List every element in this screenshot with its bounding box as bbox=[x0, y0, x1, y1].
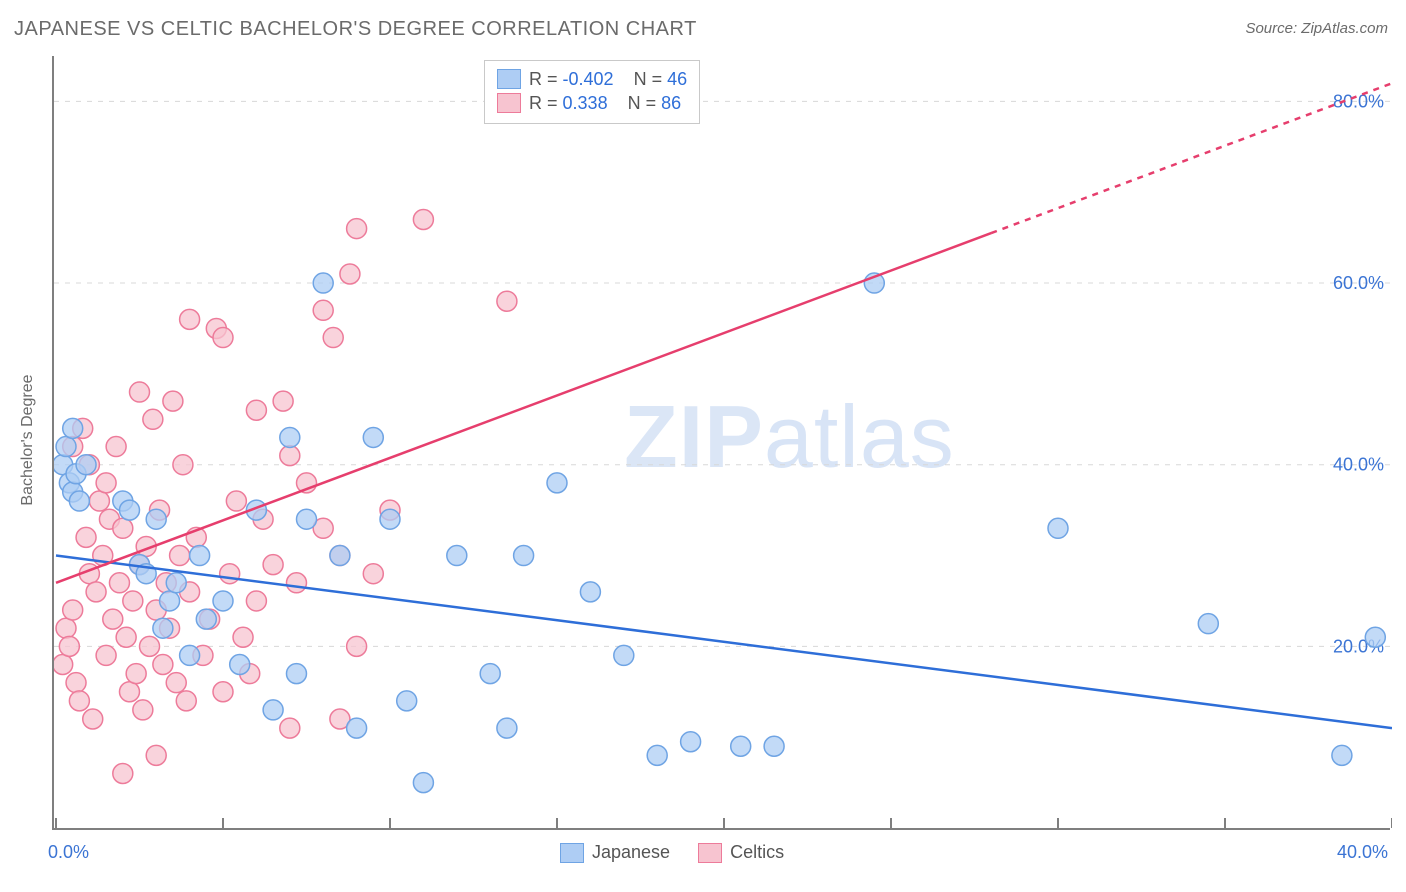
legend-swatch-japanese bbox=[497, 69, 521, 89]
legend-row-japanese: R = -0.402 N = 46 bbox=[497, 67, 687, 91]
legend-row-celtics: R = 0.338 N = 86 bbox=[497, 91, 687, 115]
legend-item-celtics: Celtics bbox=[698, 842, 784, 863]
x-axis-label-max: 40.0% bbox=[1337, 842, 1388, 863]
svg-text:60.0%: 60.0% bbox=[1333, 273, 1384, 293]
legend-label-celtics: Celtics bbox=[730, 842, 784, 863]
x-axis-label-min: 0.0% bbox=[48, 842, 89, 863]
chart-frame: JAPANESE VS CELTIC BACHELOR'S DEGREE COR… bbox=[0, 0, 1406, 892]
chart-title: JAPANESE VS CELTIC BACHELOR'S DEGREE COR… bbox=[14, 18, 697, 41]
legend-text-celtics: R = 0.338 N = 86 bbox=[529, 91, 681, 115]
legend-label-japanese: Japanese bbox=[592, 842, 670, 863]
legend-swatch-celtics bbox=[497, 93, 521, 113]
legend-series: Japanese Celtics bbox=[560, 842, 784, 863]
legend-text-japanese: R = -0.402 N = 46 bbox=[529, 67, 687, 91]
legend-swatch-celtics-icon bbox=[698, 843, 722, 863]
legend-swatch-japanese-icon bbox=[560, 843, 584, 863]
legend-correlation: R = -0.402 N = 46 R = 0.338 N = 86 bbox=[484, 60, 700, 124]
legend-item-japanese: Japanese bbox=[560, 842, 670, 863]
y-axis-label: Bachelor's Degree bbox=[19, 374, 37, 505]
source-credit: Source: ZipAtlas.com bbox=[1245, 20, 1388, 37]
chart-svg: 20.0%40.0%60.0%80.0% bbox=[54, 56, 1392, 830]
plot-area: ZIPatlas 20.0%40.0%60.0%80.0% R = -0.402… bbox=[52, 56, 1390, 830]
svg-text:40.0%: 40.0% bbox=[1333, 455, 1384, 475]
